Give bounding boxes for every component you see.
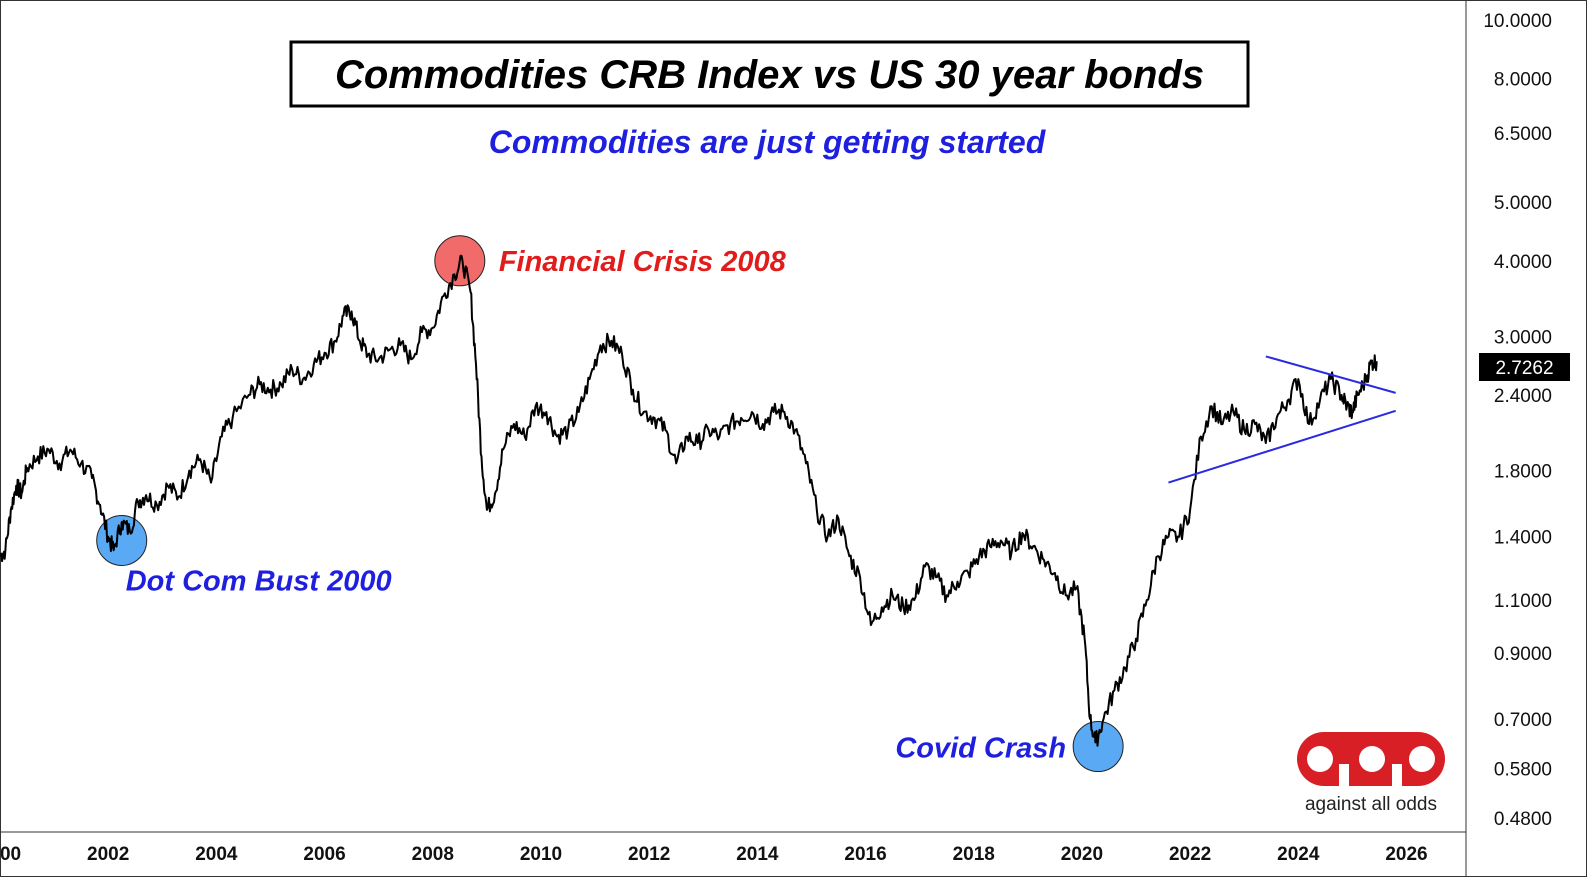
annotation-label: Financial Crisis 2008: [499, 246, 787, 278]
annotation-circle: [1072, 721, 1124, 773]
series-line: [0, 254, 1378, 747]
y-axis-ticks: 10.0000 8.0000 6.5000 5.0000 4.0000 3.0000 2.4…: [1483, 11, 1552, 830]
y-tick-label: 3.0000: [1494, 327, 1552, 348]
x-tick-label: 2008: [412, 844, 454, 865]
y-tick-label: 1.1000: [1494, 591, 1552, 612]
annotation-markers: [96, 235, 1124, 773]
x-tick-label: 2004: [195, 844, 238, 865]
x-tick-label: 2014: [736, 844, 779, 865]
x-tick-label: 2006: [303, 844, 345, 865]
annotation-label: Dot Com Bust 2000: [126, 565, 392, 597]
logo-text: against all odds: [1305, 794, 1437, 815]
x-axis-ticks: 2000 2002 2004 2006 2008 2010 2012 2014 2016 2018…: [0, 844, 1428, 865]
y-tick-label: 0.7000: [1494, 710, 1552, 731]
last-value-label: 2.7262: [1495, 358, 1553, 379]
chart-title-box: [289, 40, 1250, 108]
x-tick-label: 2018: [953, 844, 995, 865]
logo: against all odds: [1297, 732, 1445, 815]
chart-subtitle: Commodities are just getting started: [489, 124, 1047, 160]
x-tick-label: 2016: [844, 844, 886, 865]
annotation-labels: Financial Crisis 2008 Dot Com Bust 2000 Co…: [126, 246, 1066, 765]
annotation-circle: [96, 514, 148, 566]
x-tick-label: 2026: [1385, 844, 1427, 865]
x-tick-label: 2024: [1277, 844, 1320, 865]
y-tick-label: 8.0000: [1494, 70, 1552, 91]
y-tick-label: 1.8000: [1494, 462, 1552, 483]
y-tick-label: 1.4000: [1494, 528, 1552, 549]
x-tick-label: 2012: [628, 844, 670, 865]
x-tick-label: 2002: [87, 844, 129, 865]
x-tick-label: 2000: [0, 844, 21, 865]
y-tick-label: 2.4000: [1494, 386, 1552, 407]
y-tick-label: 0.9000: [1494, 644, 1552, 665]
y-tick-label: 0.5800: [1494, 759, 1552, 780]
y-tick-label: 5.0000: [1494, 193, 1552, 214]
trendline: [1168, 409, 1396, 484]
chart-title: Commodities CRB Index vs US 30 year bond…: [335, 53, 1204, 97]
logo-mark: [1297, 732, 1445, 786]
x-tick-label: 2010: [520, 844, 562, 865]
y-tick-label: 0.4800: [1494, 809, 1552, 830]
x-tick-label: 2020: [1061, 844, 1103, 865]
trendline: [1265, 355, 1396, 394]
trendlines: [1168, 355, 1396, 484]
y-tick-label: 6.5000: [1494, 124, 1552, 145]
y-tick-label: 4.0000: [1494, 252, 1552, 273]
annotation-label: Covid Crash: [895, 733, 1066, 765]
x-tick-label: 2022: [1169, 844, 1211, 865]
last-value-box: [1479, 353, 1570, 381]
y-tick-label: 10.0000: [1483, 11, 1552, 32]
